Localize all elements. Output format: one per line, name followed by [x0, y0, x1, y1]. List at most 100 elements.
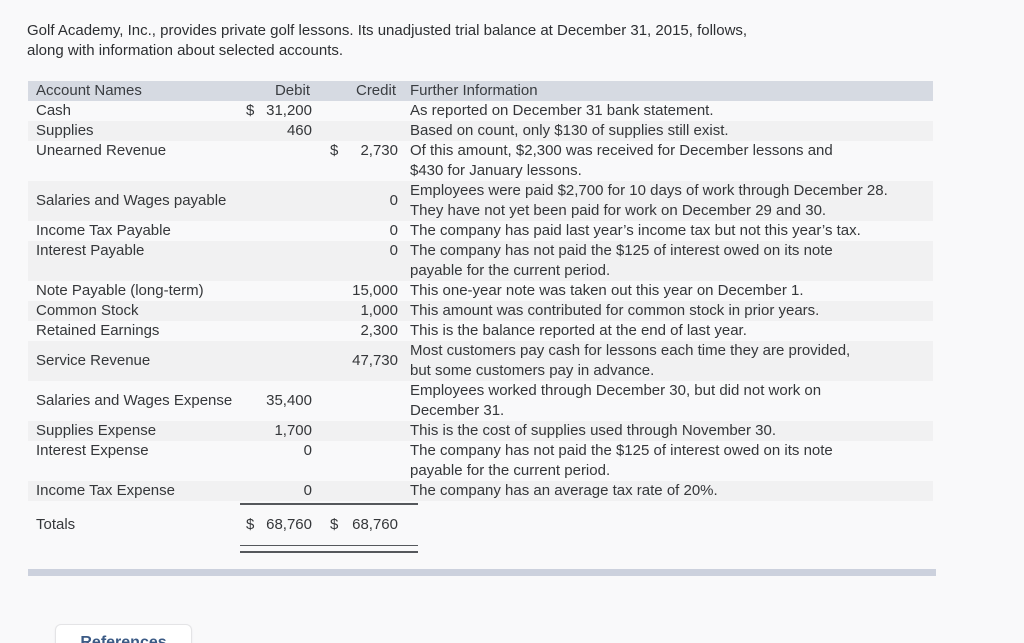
further-information-line: This is the balance reported at the end …: [410, 322, 747, 339]
further-information: This is the balance reported at the end …: [402, 321, 933, 341]
table-row: Retained Earnings 2,300 This is the balanc…: [28, 321, 933, 341]
table-header-row: Account Names Debit Credit Further Infor…: [28, 81, 933, 101]
account-name: Common Stock: [36, 302, 139, 319]
totals-debit-value: 68,760: [266, 515, 312, 533]
table-row: Service Revenue 47,730 Most customers pay …: [28, 341, 933, 381]
account-name: Service Revenue: [36, 352, 151, 369]
table-row: Income Tax Expense 0 The company has an av…: [28, 481, 933, 501]
totals-credit-currency: $: [330, 515, 339, 533]
account-name: Cash: [36, 102, 72, 119]
further-information-line: but some customers pay in advance.: [410, 362, 655, 379]
table-row: Supplies 460 Based on count, only $130 of …: [28, 121, 933, 141]
credit-currency: $: [330, 142, 339, 159]
debit-cell: 0: [240, 441, 316, 461]
table-row: Common Stock 1,000 This amount was contrib…: [28, 301, 933, 321]
table-row: Interest Payable 0 The company has not pai…: [28, 241, 933, 281]
further-information-line: This is the cost of supplies used throug…: [410, 422, 777, 439]
intro-line-2: along with information about selected ac…: [27, 42, 344, 59]
further-information-line: Of this amount, $2,300 was received for …: [410, 142, 833, 159]
table-row: Unearned Revenue $2,730 Of this amount, $2…: [28, 141, 933, 181]
table-body: Cash $31,200 As reported on December 31 ba…: [28, 101, 933, 501]
table-row: Note Payable (long-term) 15,000 This one-y…: [28, 281, 933, 301]
further-information: This is the cost of supplies used throug…: [402, 421, 933, 441]
header-credit: Credit: [355, 82, 396, 99]
further-information: Employees were paid $2,700 for 10 days o…: [402, 181, 933, 221]
table-row: Salaries and Wages Expense 35,400 Employee…: [28, 381, 933, 421]
account-name: Income Tax Payable: [36, 222, 171, 239]
further-information-line: Employees worked through December 30, bu…: [410, 382, 822, 399]
further-information: As reported on December 31 bank statemen…: [402, 101, 933, 121]
further-information-line: Based on count, only $130 of supplies st…: [410, 122, 729, 139]
further-information-line: This one-year note was taken out this ye…: [410, 282, 804, 299]
credit-value: 47,730: [352, 352, 398, 369]
account-name: Interest Expense: [36, 442, 149, 459]
credit-value: 2,730: [360, 142, 398, 159]
account-name: Salaries and Wages payable: [36, 192, 227, 209]
table-row: Supplies Expense 1,700 This is the cost of…: [28, 421, 933, 441]
account-name: Salaries and Wages Expense: [36, 392, 233, 409]
further-information-line: The company has paid last year’s income …: [410, 222, 861, 239]
debit-value: 460: [286, 122, 312, 139]
further-information-line: As reported on December 31 bank statemen…: [410, 102, 714, 119]
totals-double-underline: [240, 544, 418, 553]
references-button[interactable]: References: [55, 624, 192, 643]
debit-cell: 460: [240, 121, 316, 141]
further-information-line: $430 for January lessons.: [410, 162, 582, 179]
credit-value: 0: [389, 242, 398, 259]
debit-value: 1,700: [274, 422, 312, 439]
debit-value: 0: [303, 482, 312, 499]
debit-cell: 1,700: [240, 421, 316, 441]
totals-row: Totals $ 68,760 $ 68,760: [28, 505, 933, 545]
further-information-line: Employees were paid $2,700 for 10 days o…: [410, 182, 888, 199]
further-information-line: payable for the current period.: [410, 262, 611, 279]
further-information: The company has not paid the $125 of int…: [402, 241, 933, 281]
totals-label: Totals: [36, 515, 76, 533]
totals-debit-cell: $ 68,760: [240, 515, 316, 535]
further-information: The company has an average tax rate of 2…: [402, 481, 933, 501]
credit-cell: 2,300: [316, 321, 402, 341]
debit-currency: $: [246, 102, 255, 119]
table-row: Income Tax Payable 0 The company has paid …: [28, 221, 933, 241]
account-name: Interest Payable: [36, 242, 145, 259]
account-name: Supplies: [36, 122, 94, 139]
credit-value: 2,300: [360, 322, 398, 339]
further-information-line: December 31.: [410, 402, 505, 419]
credit-cell: $2,730: [316, 141, 402, 161]
further-information: Employees worked through December 30, bu…: [402, 381, 933, 421]
debit-value: 35,400: [266, 392, 312, 409]
further-information: Of this amount, $2,300 was received for …: [402, 141, 933, 181]
debit-cell: 35,400: [240, 391, 316, 411]
further-information-line: Most customers pay cash for lessons each…: [410, 342, 851, 359]
table-row: Salaries and Wages payable 0 Employees wer…: [28, 181, 933, 221]
further-information-line: The company has not paid the $125 of int…: [410, 442, 833, 459]
totals-debit-currency: $: [246, 515, 255, 533]
debit-cell: $31,200: [240, 101, 316, 121]
further-information: This one-year note was taken out this ye…: [402, 281, 933, 301]
table-row: Cash $31,200 As reported on December 31 ba…: [28, 101, 933, 121]
further-information: This amount was contributed for common s…: [402, 301, 933, 321]
header-debit: Debit: [274, 82, 310, 99]
further-information: The company has paid last year’s income …: [402, 221, 933, 241]
account-name: Retained Earnings: [36, 322, 160, 339]
further-information: The company has not paid the $125 of int…: [402, 441, 933, 481]
credit-cell: 15,000: [316, 281, 402, 301]
further-information-line: This amount was contributed for common s…: [410, 302, 820, 319]
credit-cell: 0: [316, 221, 402, 241]
credit-cell: 0: [316, 191, 402, 211]
account-name: Income Tax Expense: [36, 482, 175, 499]
further-information-line: They have not yet been paid for work on …: [410, 202, 827, 219]
credit-value: 15,000: [352, 282, 398, 299]
header-account-names: Account Names: [36, 82, 142, 99]
further-information-line: The company has an average tax rate of 2…: [410, 482, 718, 499]
further-information: Based on count, only $130 of supplies st…: [402, 121, 933, 141]
credit-value: 0: [389, 192, 398, 209]
header-further-information: Further Information: [410, 82, 538, 99]
totals-credit-value: 68,760: [352, 515, 398, 533]
account-name: Supplies Expense: [36, 422, 157, 439]
section-divider-bar: [28, 569, 936, 576]
further-information-line: The company has not paid the $125 of int…: [410, 242, 833, 259]
debit-value: 0: [303, 442, 312, 459]
intro-text: Golf Academy, Inc., provides private gol…: [27, 21, 747, 61]
account-name: Note Payable (long-term): [36, 282, 204, 299]
debit-value: 31,200: [266, 102, 312, 119]
